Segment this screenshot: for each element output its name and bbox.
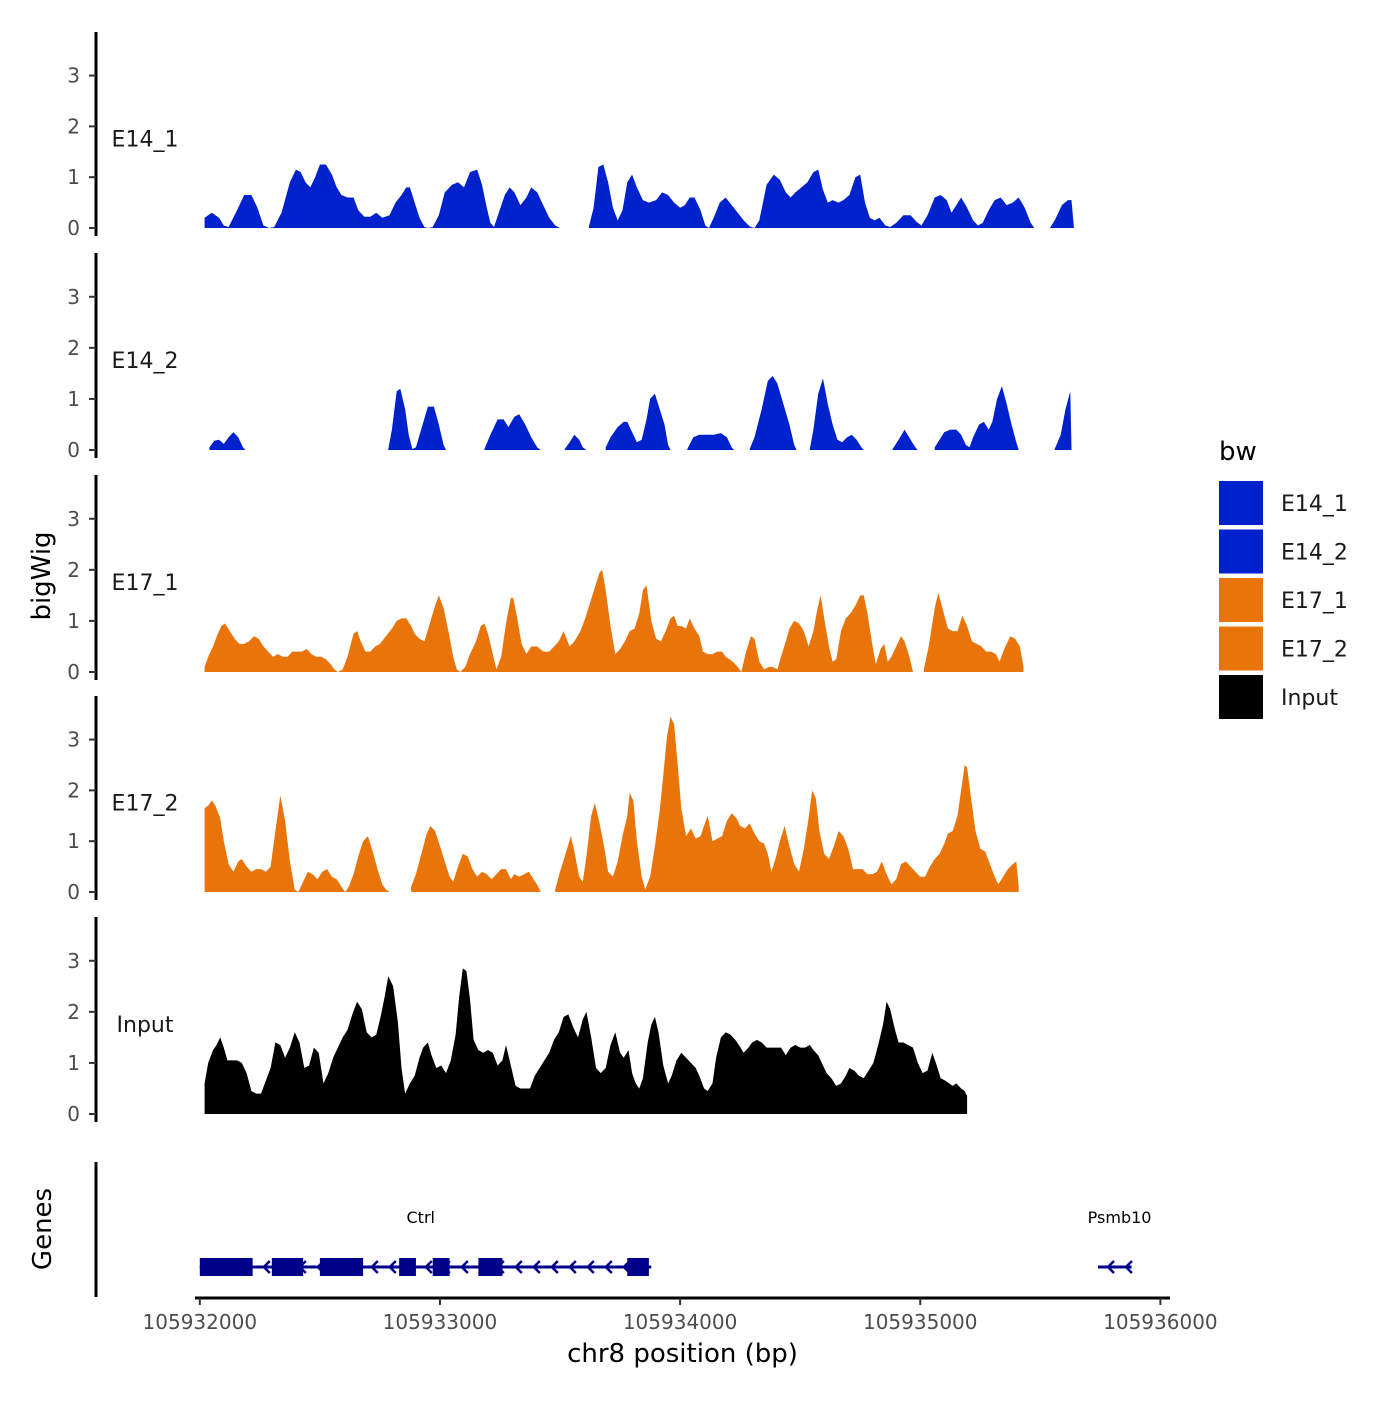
track-label-E14_1: E14_1 <box>112 127 179 152</box>
strand-arrow-Psmb10 <box>1106 1260 1115 1274</box>
legend-label-E17_1: E17_1 <box>1281 589 1348 614</box>
legend-key-Input <box>1219 675 1263 719</box>
legend-label-Input: Input <box>1281 686 1338 711</box>
strand-arrow-Ctrl <box>568 1260 577 1274</box>
y-tick-label-E14_1-0: 0 <box>67 216 80 240</box>
x-tick-label-3: 105935000 <box>863 1310 978 1334</box>
y-tick-label-E14_2-3: 3 <box>67 285 80 309</box>
strand-arrow-Ctrl <box>514 1260 523 1274</box>
genes-track-title: Genes <box>28 1188 58 1270</box>
y-axis-title: bigWig <box>27 531 57 620</box>
x-axis-title: chr8 position (bp) <box>567 1339 798 1369</box>
y-tick-label-E14_1-3: 3 <box>67 64 80 88</box>
strand-arrow-Ctrl <box>370 1260 379 1274</box>
legend-key-E14_1 <box>1219 481 1263 525</box>
exon-Ctrl-6 <box>478 1258 503 1276</box>
strand-arrow-Ctrl <box>604 1260 613 1274</box>
coverage-area-E14_2 <box>209 375 1072 450</box>
y-tick-label-E14_2-1: 1 <box>67 387 80 411</box>
legend-label-E17_2: E17_2 <box>1281 638 1348 663</box>
legend-title: bw <box>1219 437 1257 467</box>
track-label-E17_2: E17_2 <box>112 791 179 816</box>
legend-label-E14_1: E14_1 <box>1281 492 1348 517</box>
gene-label-Ctrl: Ctrl <box>407 1208 435 1227</box>
x-tick-label-1: 105933000 <box>383 1310 498 1334</box>
y-tick-label-E17_2-1: 1 <box>67 829 80 853</box>
gene-label-Psmb10: Psmb10 <box>1088 1208 1152 1227</box>
exon-Ctrl-2 <box>271 1258 304 1276</box>
strand-arrow-Ctrl <box>460 1260 469 1274</box>
exon-Ctrl-1 <box>199 1258 253 1276</box>
strand-arrow-Ctrl <box>424 1260 433 1274</box>
x-tick-label-4: 105936000 <box>1103 1310 1218 1334</box>
y-tick-label-Input-1: 1 <box>67 1051 80 1075</box>
legend-key-E17_2 <box>1219 626 1263 671</box>
y-tick-label-E17_2-2: 2 <box>67 778 80 802</box>
y-tick-label-Input-2: 2 <box>67 1000 80 1024</box>
strand-arrow-Ctrl <box>388 1260 397 1274</box>
legend-key-E14_2 <box>1219 529 1263 574</box>
y-tick-label-E17_2-3: 3 <box>67 728 80 752</box>
strand-arrow-Ctrl <box>550 1260 559 1274</box>
coverage-area-E17_2 <box>204 716 1019 892</box>
y-tick-label-E17_2-0: 0 <box>67 880 80 904</box>
y-tick-label-Input-0: 0 <box>67 1102 80 1126</box>
y-tick-label-E17_1-1: 1 <box>67 609 80 633</box>
strand-arrow-Ctrl <box>586 1260 595 1274</box>
y-tick-label-E17_1-2: 2 <box>67 558 80 582</box>
track-label-Input: Input <box>117 1013 174 1038</box>
y-tick-label-Input-3: 3 <box>67 949 80 973</box>
track-label-E14_2: E14_2 <box>112 349 179 374</box>
y-tick-label-E14_1-2: 2 <box>67 114 80 138</box>
exon-Ctrl-5 <box>432 1258 450 1276</box>
strand-arrow-Ctrl <box>262 1260 271 1274</box>
y-tick-label-E14_2-0: 0 <box>67 438 80 462</box>
y-tick-label-E17_1-3: 3 <box>67 507 80 531</box>
legend-label-E14_2: E14_2 <box>1281 541 1348 566</box>
strand-arrow-Ctrl <box>532 1260 541 1274</box>
coverage-area-E14_1 <box>204 164 1074 228</box>
x-tick-label-2: 105934000 <box>623 1310 738 1334</box>
coverage-area-Input <box>204 968 968 1114</box>
track-label-E17_1: E17_1 <box>112 571 179 596</box>
y-tick-label-E14_1-1: 1 <box>67 165 80 189</box>
strand-arrow-Psmb10 <box>1124 1260 1133 1274</box>
y-tick-label-E17_1-0: 0 <box>67 660 80 684</box>
x-tick-label-0: 105932000 <box>143 1310 258 1334</box>
legend-key-E17_1 <box>1219 578 1263 622</box>
y-tick-label-E14_2-2: 2 <box>67 336 80 360</box>
exon-Ctrl-7 <box>627 1258 649 1276</box>
exon-Ctrl-3 <box>319 1258 364 1276</box>
exon-Ctrl-4 <box>399 1258 416 1276</box>
coverage-area-E17_1 <box>204 569 1024 672</box>
